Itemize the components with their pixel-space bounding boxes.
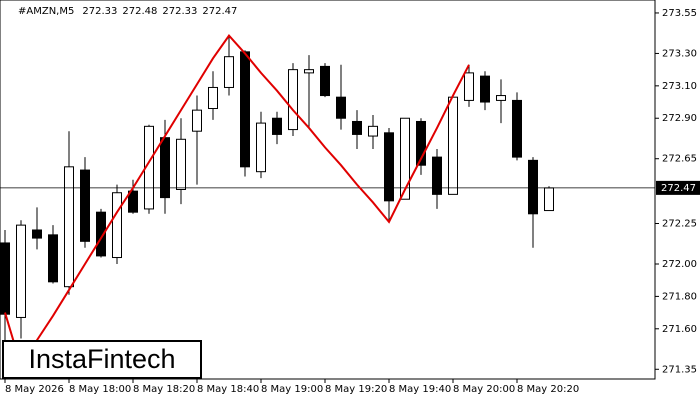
candle-body — [0, 242, 10, 315]
x-tick-label: 8 May 18:00 — [69, 384, 131, 395]
y-tick-label: 273.10 — [662, 81, 697, 92]
candle-body — [448, 96, 458, 195]
logo: InstaFintech — [28, 344, 175, 374]
candle-body — [480, 75, 490, 103]
x-tick-label: 8 May 20:20 — [517, 384, 579, 395]
x-tick-label: 8 May 18:40 — [197, 384, 259, 395]
header-low: 272.33 — [162, 6, 197, 17]
header-open: 272.33 — [82, 6, 117, 17]
candle-body — [320, 65, 330, 97]
y-tick-label: 271.60 — [662, 324, 697, 335]
header-close: 272.47 — [202, 6, 237, 17]
candle-body — [224, 56, 234, 88]
logo-box — [2, 340, 202, 379]
price-label-box — [656, 180, 700, 195]
candle-body — [288, 69, 298, 131]
candle-body — [400, 117, 410, 200]
candle-body — [352, 120, 362, 135]
candle-body — [256, 122, 266, 173]
x-tick-label: 8 May 19:20 — [325, 384, 387, 395]
header-high: 272.48 — [122, 6, 157, 17]
candle-body — [32, 229, 42, 239]
plot-frame — [0, 0, 656, 380]
candle-body — [528, 159, 538, 215]
candle-body — [496, 95, 506, 101]
candle-body — [512, 99, 522, 158]
plot — [0, 34, 655, 369]
candle-body — [384, 132, 394, 202]
y-tick-label: 272.00 — [662, 259, 697, 270]
price-label: 272.47 — [661, 183, 696, 194]
candle-body — [64, 166, 74, 288]
y-tick-label: 273.55 — [662, 8, 697, 19]
candle-body — [160, 137, 170, 199]
x-tick-label: 8 May 19:00 — [261, 384, 323, 395]
candle-body — [80, 169, 90, 242]
x-tick-label: 8 May 18:20 — [133, 384, 195, 395]
x-tick-label: 8 May 19:40 — [389, 384, 451, 395]
candle-body — [272, 117, 282, 135]
candle-body — [304, 69, 314, 74]
pattern-line — [4, 34, 470, 369]
candle-body — [240, 51, 250, 168]
candle-body — [432, 156, 442, 195]
y-tick-label: 273.30 — [662, 48, 697, 59]
candle-body — [544, 187, 554, 212]
candle-body — [336, 96, 346, 119]
candle-body — [208, 86, 218, 110]
x-tick-label: 8 May 20:00 — [453, 384, 515, 395]
candle-body — [128, 190, 138, 213]
candle-body — [48, 234, 58, 283]
candle-body — [112, 192, 122, 259]
y-tick-label: 271.80 — [662, 291, 697, 302]
y-tick-label: 272.90 — [662, 113, 697, 124]
candle-body — [464, 72, 474, 101]
candle-body — [192, 109, 202, 132]
x-tick-label: 8 May 2026 — [5, 384, 64, 395]
chart-header: #AMZN,M5 272.33 272.48 272.33 272.47 — [18, 6, 237, 17]
candle-body — [176, 138, 186, 191]
chart-title: #AMZN,M5 — [18, 6, 74, 17]
candle-body — [368, 125, 378, 137]
candle-body — [416, 120, 426, 166]
y-tick-label: 271.35 — [662, 364, 697, 375]
candle-body — [16, 224, 26, 318]
y-tick-label: 272.65 — [662, 154, 697, 165]
candle-body — [96, 211, 106, 257]
y-tick-label: 272.25 — [662, 219, 697, 230]
